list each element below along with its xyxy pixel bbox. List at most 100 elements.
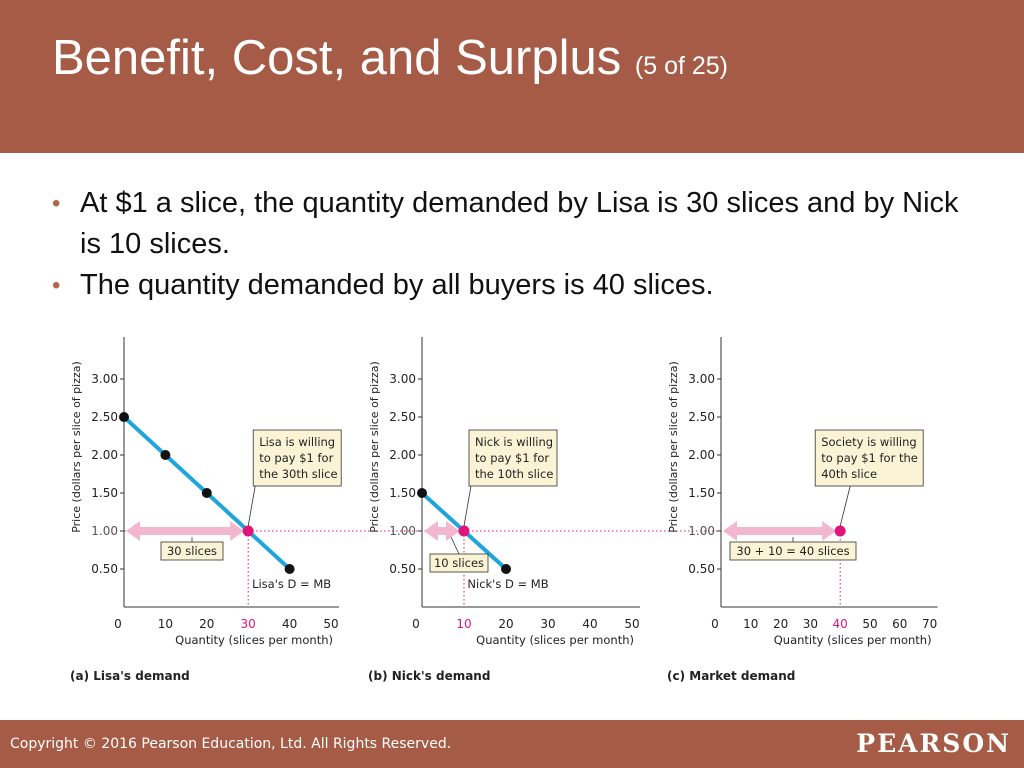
x-axis-label: Quantity (slices per month) — [774, 633, 932, 647]
demand-point — [201, 488, 212, 498]
equilibrium-point — [242, 525, 254, 537]
quantity-arrow-shaft — [733, 527, 827, 535]
demand-point — [501, 564, 511, 574]
copyright-notice: Copyright © 2016 Pearson Education, Ltd.… — [10, 736, 452, 752]
y-tick-label: 2.50 — [91, 410, 118, 424]
callout-text: Society is willing — [821, 435, 917, 449]
demand-point — [119, 412, 129, 422]
y-tick-label: 2.00 — [389, 448, 416, 462]
x-tick-label: 10 — [158, 617, 173, 631]
quantity-arrow-left-head — [424, 521, 438, 541]
callout-text: Lisa is willing — [259, 435, 335, 449]
demand-point — [284, 564, 295, 574]
x-axis-label: Quantity (slices per month) — [175, 633, 333, 647]
x-tick-label: 20 — [773, 617, 788, 631]
y-tick-label: 3.00 — [91, 372, 118, 386]
x-tick-label: 30 — [803, 617, 818, 631]
y-axis-label: Price (dollars per slice of pizza) — [368, 361, 381, 533]
callout-leader — [247, 485, 256, 527]
title-bar: Benefit, Cost, and Surplus (5 of 25) — [0, 0, 1024, 153]
quantity-arrow-shaft — [136, 527, 235, 535]
callout-text: the 30th slice — [259, 467, 337, 481]
callout-leader — [463, 485, 472, 527]
demand-charts: 0.50 1.00 1.50 2.00 2.50 3.00 0 10 20 30 40 50 Quant… — [70, 337, 938, 683]
callout-text: to pay $1 for the — [821, 451, 918, 465]
y-tick-label: 0.50 — [389, 562, 416, 576]
panel-label: (a) Lisa's demand — [70, 669, 190, 683]
y-tick-label: 0.50 — [688, 562, 715, 576]
demand-point — [160, 450, 171, 460]
chart-panel-3: 0.50 1.00 1.50 2.00 2.50 3.00 0 10 20 30 40 50 60 70 Q… — [667, 337, 938, 683]
y-tick-label: 1.50 — [688, 486, 715, 500]
y-tick-label: 2.50 — [688, 410, 715, 424]
quantity-arrow-left-head — [126, 521, 140, 541]
panel-label: (b) Nick's demand — [368, 669, 490, 683]
curve-label: Lisa's D = MB — [252, 577, 331, 591]
x-tick-label: 30 — [540, 617, 555, 631]
y-tick-label: 3.00 — [389, 372, 416, 386]
x-axis-label: Quantity (slices per month) — [476, 633, 634, 647]
y-axis-label: Price (dollars per slice of pizza) — [667, 361, 680, 533]
callout-text: to pay $1 for — [475, 451, 549, 465]
callout-text: to pay $1 for — [259, 451, 333, 465]
slide-title: Benefit, Cost, and Surplus (5 of 25) — [52, 30, 728, 86]
bullet-item: • At $1 a slice, the quantity demanded by… — [52, 183, 982, 265]
quantity-label-text: 10 slices — [434, 556, 484, 570]
x-tick-label: 30 — [241, 617, 256, 631]
quantity-arrow-right-head — [446, 521, 460, 541]
panel-label: (c) Market demand — [667, 669, 795, 683]
slide-title-text: Benefit, Cost, and Surplus — [52, 31, 622, 85]
chart-panel-2: 0.50 1.00 1.50 2.00 2.50 3.00 0 10 20 30 40 50 Quant… — [368, 337, 640, 683]
footer-bar: Copyright © 2016 Pearson Education, Ltd.… — [0, 720, 1024, 768]
x-tick-label: 70 — [922, 617, 937, 631]
x-tick-label: 40 — [582, 617, 597, 631]
bullet-dot-icon: • — [52, 190, 61, 217]
callout-box — [252, 429, 342, 487]
y-tick-label: 3.00 — [688, 372, 715, 386]
callout-leader — [839, 485, 851, 527]
equilibrium-point — [834, 525, 846, 537]
quantity-arrow-right-head — [822, 521, 837, 541]
publisher-logo: PEARSON — [856, 729, 1011, 758]
chart-panel-1: 0.50 1.00 1.50 2.00 2.50 3.00 0 10 20 30 40 50 Quant… — [70, 337, 342, 683]
quantity-label-text: 30 slices — [167, 544, 217, 558]
x-tick-label: 0 — [114, 617, 122, 631]
x-tick-label: 0 — [711, 617, 719, 631]
bullet-list: • At $1 a slice, the quantity demanded by… — [52, 183, 982, 306]
callout-text: 40th slice — [821, 467, 877, 481]
bullet-dot-icon: • — [52, 272, 61, 299]
equilibrium-point — [458, 525, 470, 537]
x-tick-label: 10 — [456, 617, 471, 631]
curve-label: Nick's D = MB — [467, 577, 548, 591]
x-tick-label: 20 — [199, 617, 214, 631]
x-tick-label: 0 — [412, 617, 420, 631]
callout-text: the 10th slice — [475, 467, 553, 481]
y-tick-label: 2.50 — [389, 410, 416, 424]
y-axis-label: Price (dollars per slice of pizza) — [70, 361, 83, 533]
callout-text: Nick is willing — [475, 435, 553, 449]
x-tick-label: 10 — [743, 617, 758, 631]
quantity-arrow-right-head — [230, 521, 245, 541]
y-tick-label: 0.50 — [91, 562, 118, 576]
y-tick-label: 2.00 — [91, 448, 118, 462]
y-tick-label: 1.00 — [91, 524, 118, 538]
quantity-arrow-shaft — [434, 527, 450, 535]
demand-point — [417, 488, 427, 498]
y-tick-label: 1.00 — [688, 524, 715, 538]
y-tick-label: 1.50 — [91, 486, 118, 500]
quantity-arrow-left-head — [723, 521, 737, 541]
x-tick-label: 50 — [323, 617, 338, 631]
x-tick-label: 60 — [892, 617, 907, 631]
slide-title-counter: (5 of 25) — [634, 52, 729, 80]
callout-box — [814, 429, 924, 487]
x-tick-label: 50 — [624, 617, 639, 631]
y-tick-label: 2.00 — [688, 448, 715, 462]
x-tick-label: 50 — [862, 617, 877, 631]
bullet-item: • The quantity demanded by all buyers is … — [52, 265, 982, 306]
callout-box — [468, 429, 558, 487]
bullet-text: At $1 a slice, the quantity demanded by … — [80, 187, 959, 260]
x-tick-label: 40 — [282, 617, 297, 631]
quantity-label-leader — [450, 536, 460, 555]
x-tick-label: 20 — [498, 617, 513, 631]
bullet-text: The quantity demanded by all buyers is 4… — [80, 269, 714, 301]
